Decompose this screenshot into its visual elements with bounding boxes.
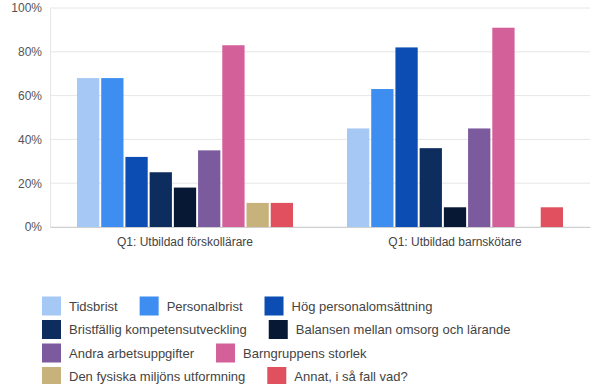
bar bbox=[444, 207, 466, 227]
bar bbox=[517, 227, 539, 228]
legend-label: Andra arbetsuppgifter bbox=[69, 346, 195, 361]
legend-label: Balansen mellan omsorg och lärande bbox=[296, 322, 511, 337]
legend-item: Tidsbrist bbox=[42, 297, 118, 316]
bar bbox=[198, 150, 220, 227]
legend-label: Hög personalomsättning bbox=[292, 299, 433, 314]
bar bbox=[222, 45, 244, 227]
bar bbox=[347, 128, 369, 227]
legend-swatch bbox=[140, 297, 159, 316]
grid bbox=[50, 8, 590, 227]
y-tick: 0% bbox=[25, 220, 50, 234]
legend-label: Den fysiska miljöns utformning bbox=[69, 369, 245, 384]
bar bbox=[468, 128, 490, 227]
legend-swatch bbox=[42, 320, 61, 339]
bar bbox=[420, 148, 442, 227]
y-axis-line bbox=[50, 9, 51, 228]
y-axis: 0% 20% 40% 60% 80% 100% bbox=[11, 1, 50, 234]
series bbox=[247, 203, 269, 227]
legend-label: Barngruppens storlek bbox=[243, 346, 367, 361]
bars bbox=[77, 28, 563, 227]
x-tick: Q1: Utbildad barnskötare bbox=[388, 227, 522, 249]
y-tick: 80% bbox=[18, 45, 50, 59]
y-tick: 100% bbox=[11, 1, 50, 15]
legend-item: Andra arbetsuppgifter bbox=[42, 344, 195, 363]
x-axis-line bbox=[51, 227, 591, 228]
legend-item: Balansen mellan omsorg och lärande bbox=[269, 320, 511, 339]
legend-label: Annat, i så fall vad? bbox=[294, 369, 407, 384]
bar bbox=[247, 203, 269, 227]
legend-swatch bbox=[42, 297, 61, 316]
legend-label: Tidsbrist bbox=[69, 299, 118, 314]
chart: 0% 20% 40% 60% 80% 100% Q1: Utbildad förskollä… bbox=[0, 0, 595, 384]
plot: 0% 20% 40% 60% 80% 100% Q1: Utbildad förskollä… bbox=[11, 1, 590, 248]
legend-label: Personalbrist bbox=[167, 299, 243, 314]
y-tick-label: 60% bbox=[18, 89, 42, 103]
x-tick: Q1: Utbildad förskollärare bbox=[117, 227, 253, 249]
y-tick-label: 20% bbox=[18, 177, 42, 191]
series bbox=[150, 148, 442, 227]
legend-swatch bbox=[265, 297, 284, 316]
series bbox=[125, 47, 417, 227]
y-tick: 20% bbox=[18, 177, 50, 191]
bar bbox=[101, 78, 123, 227]
bar bbox=[395, 47, 417, 227]
bar bbox=[371, 89, 393, 227]
bar bbox=[174, 188, 196, 227]
bar bbox=[541, 207, 563, 227]
x-axis: Q1: Utbildad förskollärare Q1: Utbildad b… bbox=[51, 227, 591, 249]
legend: Tidsbrist Personalbrist Hög personalomsätt… bbox=[42, 297, 510, 384]
y-tick-label: 40% bbox=[18, 133, 42, 147]
legend-swatch bbox=[269, 320, 288, 339]
y-tick-label: 0% bbox=[25, 220, 43, 234]
legend-item: Annat, i så fall vad? bbox=[267, 367, 407, 384]
y-tick: 40% bbox=[18, 133, 50, 147]
legend-swatch bbox=[42, 367, 61, 384]
bar bbox=[125, 157, 147, 227]
bar bbox=[77, 78, 99, 227]
x-tick-label: Q1: Utbildad barnskötare bbox=[388, 235, 522, 249]
bar bbox=[492, 28, 514, 227]
legend-item: Bristfällig kompetensutveckling bbox=[42, 320, 247, 339]
y-tick-label: 80% bbox=[18, 45, 42, 59]
legend-item: Hög personalomsättning bbox=[265, 297, 433, 316]
legend-swatch bbox=[42, 344, 61, 363]
legend-swatch bbox=[267, 367, 286, 384]
series bbox=[271, 203, 563, 227]
grid-line bbox=[50, 8, 590, 9]
bar bbox=[150, 172, 172, 227]
y-tick-label: 100% bbox=[11, 1, 42, 15]
legend-item: Personalbrist bbox=[140, 297, 243, 316]
x-tick-label: Q1: Utbildad förskollärare bbox=[117, 235, 253, 249]
y-tick: 60% bbox=[18, 89, 50, 103]
series bbox=[222, 28, 514, 227]
bar bbox=[271, 203, 293, 227]
series bbox=[101, 78, 393, 227]
legend-item: Barngruppens storlek bbox=[216, 344, 367, 363]
legend-item: Den fysiska miljöns utformning bbox=[42, 367, 245, 384]
legend-label: Bristfällig kompetensutveckling bbox=[69, 322, 247, 337]
legend-swatch bbox=[216, 344, 235, 363]
